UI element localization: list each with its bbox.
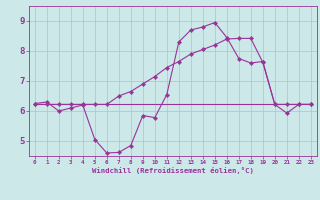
X-axis label: Windchill (Refroidissement éolien,°C): Windchill (Refroidissement éolien,°C) (92, 167, 254, 174)
